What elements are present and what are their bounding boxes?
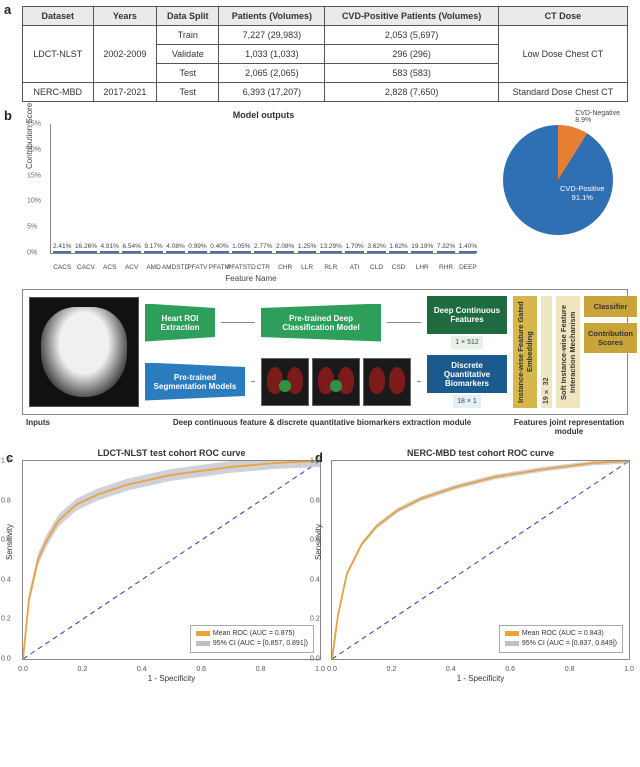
roc-c-xlabel: 1 - Specificity — [22, 674, 321, 683]
roc-c-plot: Sensitivity Mean ROC (AUC = 0.875) 95% C… — [22, 460, 321, 660]
dataset-table-wrap: Dataset Years Data Split Patients (Volum… — [0, 0, 640, 106]
th-patients: Patients (Volumes) — [219, 7, 325, 26]
cell-patients: 6,393 (17,207) — [219, 83, 325, 102]
cell-patients: 7,227 (29,983) — [219, 26, 325, 45]
ct-input-image — [29, 297, 139, 407]
cell-patients: 2,065 (2,065) — [219, 64, 325, 83]
mid-dim: 19 × 32 — [541, 296, 552, 408]
cell-years: 2017-2021 — [93, 83, 157, 102]
cell-cvd: 296 (296) — [325, 45, 498, 64]
th-years: Years — [93, 7, 157, 26]
feature-rep-module: Instance-wise Feature Gated Embedding 19… — [513, 296, 621, 408]
panel-b-label: b — [4, 108, 12, 123]
panel-c: c LDCT-NLST test cohort ROC curve Sensit… — [22, 448, 321, 683]
roc-d-xlabel: 1 - Specificity — [331, 674, 630, 683]
th-cvd: CVD-Positive Patients (Volumes) — [325, 7, 498, 26]
scores-box: Contribution Scores — [584, 323, 637, 353]
cell-years: 2002-2009 — [93, 26, 157, 83]
dataset-table: Dataset Years Data Split Patients (Volum… — [22, 6, 628, 102]
cell-cvd: 583 (583) — [325, 64, 498, 83]
pie-pos-label: CVD-Positive91.1% — [560, 184, 605, 202]
th-dose: CT Dose — [498, 7, 627, 26]
diagram-captions: Inputs Deep continuous feature & discret… — [22, 418, 628, 436]
seg-thumbnails — [261, 358, 411, 406]
classifier-box: Classifier — [584, 296, 637, 317]
table-row: NERC-MBD 2017-2021 Test 6,393 (17,207) 2… — [23, 83, 628, 102]
pie-neg-label: CVD-Negative8.9% — [575, 110, 620, 124]
roc-d-title: NERC-MBD test cohort ROC curve — [331, 448, 630, 458]
disc-feat-box: Discrete Quantitative Biomarkers — [427, 355, 507, 393]
heart-roi-block: Heart ROI Extraction — [145, 304, 215, 342]
cell-cvd: 2,053 (5,697) — [325, 26, 498, 45]
cell-dose: Standard Dose Chest CT — [498, 83, 627, 102]
seg-model-block: Pre-trained Segmentation Models — [145, 363, 245, 401]
cell-dose: Low Dose Chest CT — [498, 26, 627, 83]
panel-a-label: a — [4, 2, 11, 17]
cell-dataset: NERC-MBD — [23, 83, 94, 102]
table-row: LDCT-NLST 2002-2009 Train 7,227 (29,983)… — [23, 26, 628, 45]
th-split: Data Split — [157, 7, 219, 26]
cell-split: Test — [157, 83, 219, 102]
contribution-bar-chart: Model outputs Contribution Score 2.41%CA… — [50, 124, 476, 254]
gated-embedding-block: Instance-wise Feature Gated Embedding — [513, 296, 537, 408]
cell-split: Validate — [157, 45, 219, 64]
th-dataset: Dataset — [23, 7, 94, 26]
panel-b: b Model outputs Contribution Score 2.41%… — [0, 106, 640, 442]
cell-split: Test — [157, 64, 219, 83]
panel-d: d NERC-MBD test cohort ROC curve Sensiti… — [331, 448, 630, 683]
deep-model-block: Pre-trained Deep Classification Model — [261, 304, 381, 342]
bar-chart-title: Model outputs — [233, 110, 295, 120]
disc-dim: 18 × 1 — [453, 395, 481, 408]
bar-chart-xlabel: Feature Name — [22, 274, 480, 283]
cell-dataset: LDCT-NLST — [23, 26, 94, 83]
deep-dim: 1 × 512 — [451, 336, 483, 349]
roc-d-plot: Sensitivity Mean ROC (AUC = 0.843) 95% C… — [331, 460, 630, 660]
deep-feat-box: Deep Continuous Features — [427, 296, 507, 334]
cvd-pie-chart: CVD-Negative8.9% CVD-Positive91.1% — [488, 110, 628, 250]
cell-patients: 1,033 (1,033) — [219, 45, 325, 64]
bar-chart-ylabel: Contribution Score — [25, 102, 34, 168]
cell-cvd: 2,828 (7,650) — [325, 83, 498, 102]
roc-c-title: LDCT-NLST test cohort ROC curve — [22, 448, 321, 458]
cell-split: Train — [157, 26, 219, 45]
panel-a: a Dataset Years Data Split Patients (Vol… — [0, 0, 640, 106]
interaction-block: Soft Instance-wise Feature Interaction M… — [556, 296, 580, 408]
pipeline-diagram: Heart ROI Extraction Pre-trained Deep Cl… — [22, 289, 628, 415]
